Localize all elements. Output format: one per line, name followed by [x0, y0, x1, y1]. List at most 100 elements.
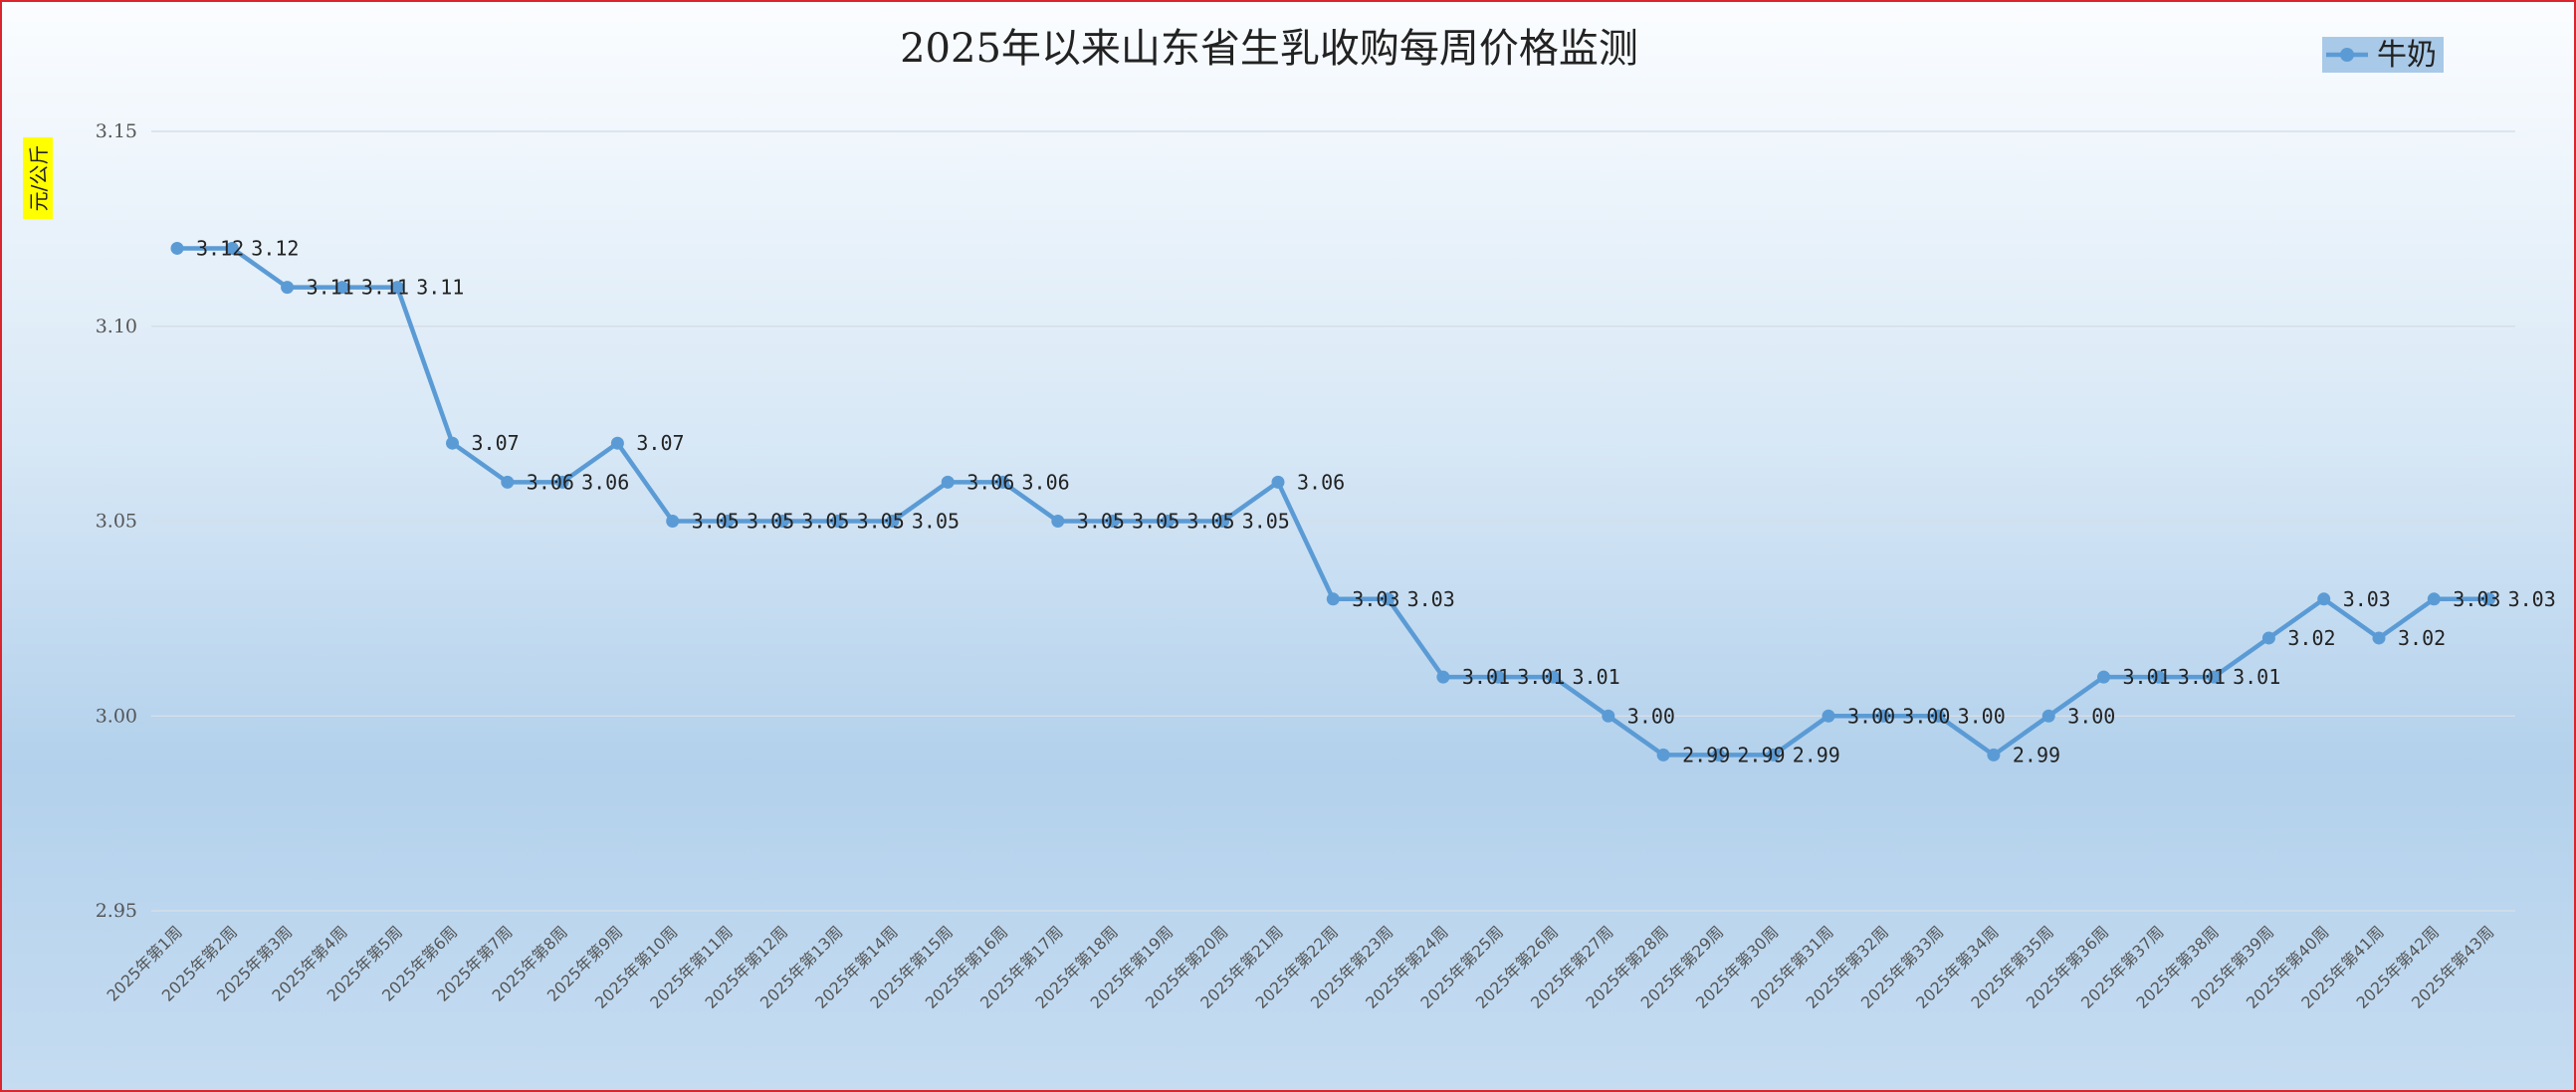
- data-point: [2097, 670, 2110, 684]
- y-tick-label: 3.05: [96, 511, 137, 533]
- data-label: 3.00: [1902, 704, 1950, 728]
- data-label: 3.11: [307, 276, 354, 300]
- data-point: [1382, 592, 1395, 606]
- data-point: [2261, 631, 2275, 645]
- y-axis-ticks: 3.15 3.10 3.05 3.00 2.95: [96, 120, 137, 922]
- data-label: 3.05: [801, 510, 849, 534]
- data-point: [1767, 748, 1781, 762]
- series-layer: [170, 241, 2496, 762]
- data-label: 2.99: [2013, 743, 2060, 766]
- data-point: [1271, 475, 1285, 489]
- data-label: 3.06: [527, 470, 574, 494]
- data-point: [2317, 592, 2331, 606]
- data-label: 2.99: [1793, 743, 1840, 766]
- data-point: [2427, 592, 2441, 606]
- data-label: 3.11: [416, 276, 464, 300]
- data-label: 3.06: [966, 470, 1014, 494]
- data-label: 3.03: [1407, 587, 1455, 611]
- y-tick-label: 2.95: [96, 900, 137, 922]
- data-point: [2041, 709, 2055, 723]
- data-point: [1822, 709, 1835, 723]
- data-point: [775, 515, 789, 528]
- data-point: [1326, 592, 1340, 606]
- data-label: 3.06: [1022, 470, 1070, 494]
- data-point: [721, 515, 735, 528]
- data-label: 3.06: [1297, 470, 1345, 494]
- data-label: 3.02: [2398, 626, 2446, 650]
- data-point: [335, 281, 349, 295]
- data-point: [501, 475, 515, 489]
- data-label: 3.05: [912, 510, 960, 534]
- data-label: 2.99: [1737, 743, 1785, 766]
- x-axis-ticks: 2025年第1周2025年第2周2025年第3周2025年第4周2025年第5周…: [103, 922, 2497, 1012]
- y-tick-label: 3.10: [96, 316, 137, 337]
- data-point: [1711, 748, 1725, 762]
- data-point: [886, 515, 900, 528]
- data-point: [446, 436, 459, 450]
- data-label: 3.00: [2067, 704, 2115, 728]
- y-tick-label: 3.00: [96, 705, 137, 727]
- legend-label: 牛奶: [2377, 38, 2437, 73]
- legend[interactable]: 牛奶: [2322, 37, 2444, 73]
- data-label: 3.05: [857, 510, 905, 534]
- data-label: 3.05: [692, 510, 740, 534]
- data-label: 3.05: [1242, 510, 1290, 534]
- data-label: 3.03: [2453, 587, 2500, 611]
- data-point: [225, 241, 239, 255]
- y-axis-title: 元/公斤: [27, 145, 51, 212]
- chart-title: 2025年以来山东省生乳收购每周价格监测: [900, 26, 1638, 72]
- data-label: 3.05: [1077, 510, 1125, 534]
- data-label: 3.01: [2233, 665, 2280, 689]
- data-label: 3.07: [636, 431, 684, 455]
- data-label: 3.00: [1958, 704, 2006, 728]
- data-label: 3.01: [2123, 665, 2171, 689]
- data-label: 3.01: [1462, 665, 1510, 689]
- data-point: [390, 281, 404, 295]
- data-point: [1051, 515, 1065, 528]
- data-label: 3.00: [1847, 704, 1895, 728]
- data-label: 3.01: [1517, 665, 1565, 689]
- data-point: [941, 475, 955, 489]
- data-point: [2372, 631, 2386, 645]
- data-point: [2207, 670, 2221, 684]
- data-point: [996, 475, 1009, 489]
- data-label: 3.05: [1186, 510, 1234, 534]
- data-label: 3.03: [2508, 587, 2556, 611]
- data-point: [170, 241, 184, 255]
- y-axis-title-highlight: [23, 137, 53, 219]
- data-label: 3.02: [2287, 626, 2335, 650]
- data-point: [1216, 515, 1230, 528]
- data-point: [1987, 748, 2001, 762]
- data-label: 2.99: [1682, 743, 1730, 766]
- y-tick-label: 3.15: [96, 120, 137, 142]
- data-point: [1491, 670, 1505, 684]
- data-label: 3.12: [251, 236, 299, 260]
- gridlines: [151, 130, 2515, 912]
- data-point: [1436, 670, 1450, 684]
- data-label: 3.06: [581, 470, 629, 494]
- data-point: [281, 281, 295, 295]
- data-label: 3.00: [1627, 704, 1675, 728]
- data-point: [1932, 709, 1946, 723]
- data-label: 3.11: [361, 276, 409, 300]
- data-point: [1547, 670, 1560, 684]
- data-point: [1876, 709, 1890, 723]
- data-labels: 3.12 3.12 3.11 3.11 3.11 3.07 3.06 3.06 3.07 3.05…: [196, 236, 2556, 766]
- data-point: [555, 475, 569, 489]
- data-label: 3.12: [196, 236, 244, 260]
- data-point: [1161, 515, 1175, 528]
- data-label: 3.03: [1352, 587, 1399, 611]
- data-label: 3.07: [472, 431, 520, 455]
- data-label: 3.05: [747, 510, 794, 534]
- data-label: 3.05: [1132, 510, 1180, 534]
- data-point: [610, 436, 624, 450]
- data-point: [2152, 670, 2166, 684]
- data-point: [831, 515, 845, 528]
- legend-dot-marker: [2340, 48, 2354, 62]
- data-point: [1602, 709, 1615, 723]
- data-point: [1106, 515, 1120, 528]
- data-label: 3.01: [2178, 665, 2226, 689]
- data-point: [666, 515, 680, 528]
